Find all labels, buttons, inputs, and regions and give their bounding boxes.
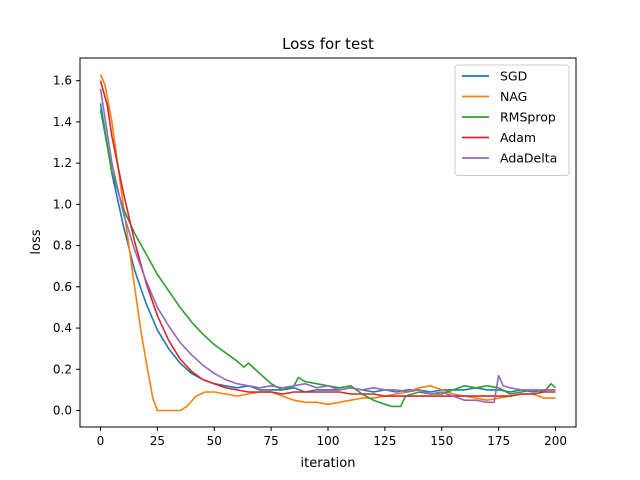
series-line-adam <box>99 80 556 397</box>
x-tick-label: 50 <box>207 434 222 448</box>
legend-label: NAG <box>500 89 527 104</box>
x-axis-title: iteration <box>301 456 356 471</box>
y-tick-label: 0.8 <box>53 239 72 253</box>
legend-label: SGD <box>500 69 527 84</box>
y-tick-label: 1.4 <box>53 115 72 129</box>
x-tick-label: 0 <box>97 434 105 448</box>
x-tick-label: 25 <box>150 434 165 448</box>
series-line-adadelta <box>99 88 556 404</box>
x-tick-label: 125 <box>373 434 396 448</box>
y-tick-label: 1.6 <box>53 74 72 88</box>
x-tick-label: 150 <box>430 434 453 448</box>
y-axis: 0.0 0.2 0.4 0.6 0.8 1.0 1.2 1.4 1.6 <box>53 74 80 418</box>
y-tick-label: 0.2 <box>53 362 72 376</box>
y-axis-title: loss <box>29 229 44 254</box>
y-tick-label: 1.0 <box>53 197 72 211</box>
y-tick-label: 1.2 <box>53 156 72 170</box>
x-tick-label: 75 <box>263 434 278 448</box>
plot-lines <box>99 74 557 412</box>
y-tick-label: 0.6 <box>53 280 72 294</box>
x-tick-label: 100 <box>317 434 340 448</box>
legend-label: RMSprop <box>500 110 556 125</box>
x-tick-label: 175 <box>487 434 510 448</box>
legend-label: AdaDelta <box>500 151 557 166</box>
x-tick-label: 200 <box>544 434 567 448</box>
legend-label: Adam <box>500 130 536 145</box>
y-tick-label: 0.4 <box>53 321 72 335</box>
y-tick-label: 0.0 <box>53 404 72 418</box>
series-line-sgd <box>99 103 556 393</box>
chart-title: Loss for test <box>282 35 374 53</box>
series-line-nag <box>99 74 556 412</box>
x-axis: 0 25 50 75 100 125 150 175 200 <box>97 427 567 448</box>
legend: SGD NAG RMSprop Adam AdaDelta <box>454 64 570 176</box>
legend-box <box>454 64 570 176</box>
